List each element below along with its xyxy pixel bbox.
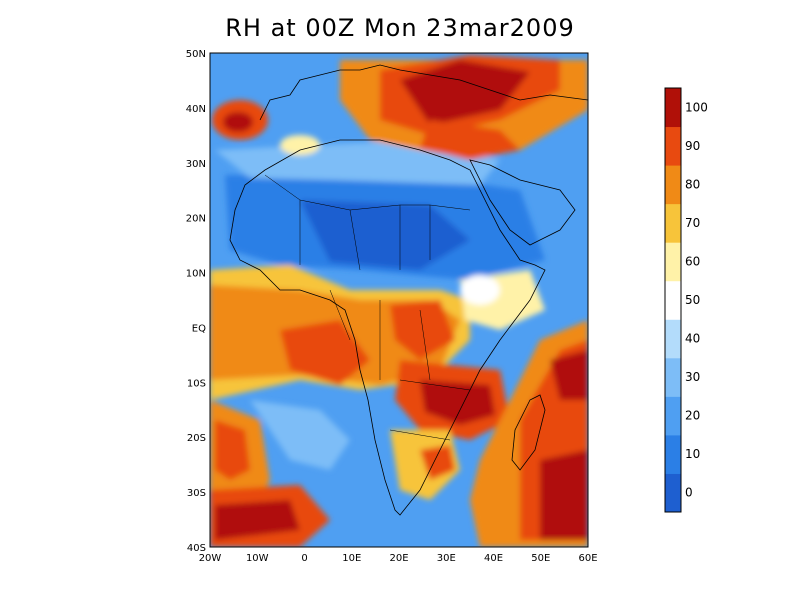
colorbar-label: 90 [685, 139, 700, 153]
arabia-coastline [469, 159, 576, 246]
y-tick-label: 10N [186, 269, 206, 280]
y-tick-label: 30S [187, 488, 206, 499]
europe-coastline [259, 64, 588, 121]
y-axis-ticks: 50N 40N 30N 20N 10N EQ 10S 20S 30S 40S [186, 49, 206, 554]
y-tick-label: 10S [187, 378, 206, 389]
colorbar-label: 30 [685, 370, 700, 384]
colorbar-label: 80 [685, 177, 700, 191]
y-tick-label: 40N [186, 104, 206, 115]
colorbar-label: 10 [685, 447, 700, 461]
colorbar-swatch [665, 434, 681, 474]
colorbar: 0 10 20 30 40 50 60 70 80 90 100 [664, 87, 708, 513]
x-tick-label: 20W [199, 553, 222, 564]
y-tick-label: 20S [187, 433, 206, 444]
x-tick-label: 10E [342, 553, 361, 564]
rh-shaded-field [210, 53, 588, 547]
africa-coastline [229, 139, 546, 516]
x-tick-label: 0 [301, 553, 307, 564]
colorbar-swatch [665, 203, 681, 243]
map-title: RH at 00Z Mon 23mar2009 [225, 14, 575, 42]
x-axis-ticks: 20W 10W 0 10E 20E 30E 40E 50E 60E [199, 553, 598, 564]
x-tick-label: 20E [389, 553, 408, 564]
map-frame [209, 52, 589, 548]
colorbar-swatch [665, 280, 681, 320]
colorbar-swatch [665, 319, 681, 359]
x-tick-label: 60E [578, 553, 597, 564]
y-tick-label: 20N [186, 214, 206, 225]
colorbar-swatch [665, 473, 681, 513]
y-tick-label: EQ [192, 323, 206, 334]
y-tick-label: 30N [186, 159, 206, 170]
country-borders [264, 174, 471, 441]
x-tick-label: 50E [531, 553, 550, 564]
y-tick-label: 50N [186, 49, 206, 60]
colorbar-swatch [665, 88, 681, 128]
colorbar-label: 0 [685, 486, 693, 500]
colorbar-swatch [665, 242, 681, 282]
y-tick-label: 40S [187, 543, 206, 554]
colorbar-swatch [665, 126, 681, 166]
colorbar-label: 40 [685, 332, 700, 346]
madagascar-coastline [511, 394, 546, 471]
colorbar-swatch [665, 396, 681, 436]
colorbar-label: 20 [685, 409, 700, 423]
colorbar-swatch [665, 357, 681, 397]
colorbar-label: 70 [685, 216, 700, 230]
x-tick-label: 30E [437, 553, 456, 564]
colorbar-label: 100 [685, 100, 708, 114]
colorbar-frame [664, 87, 682, 513]
colorbar-label: 50 [685, 293, 700, 307]
colorbar-swatch [665, 165, 681, 205]
x-tick-label: 10W [246, 553, 269, 564]
coastline-layer [229, 64, 588, 516]
x-tick-label: 40E [484, 553, 503, 564]
colorbar-label: 60 [685, 254, 700, 268]
